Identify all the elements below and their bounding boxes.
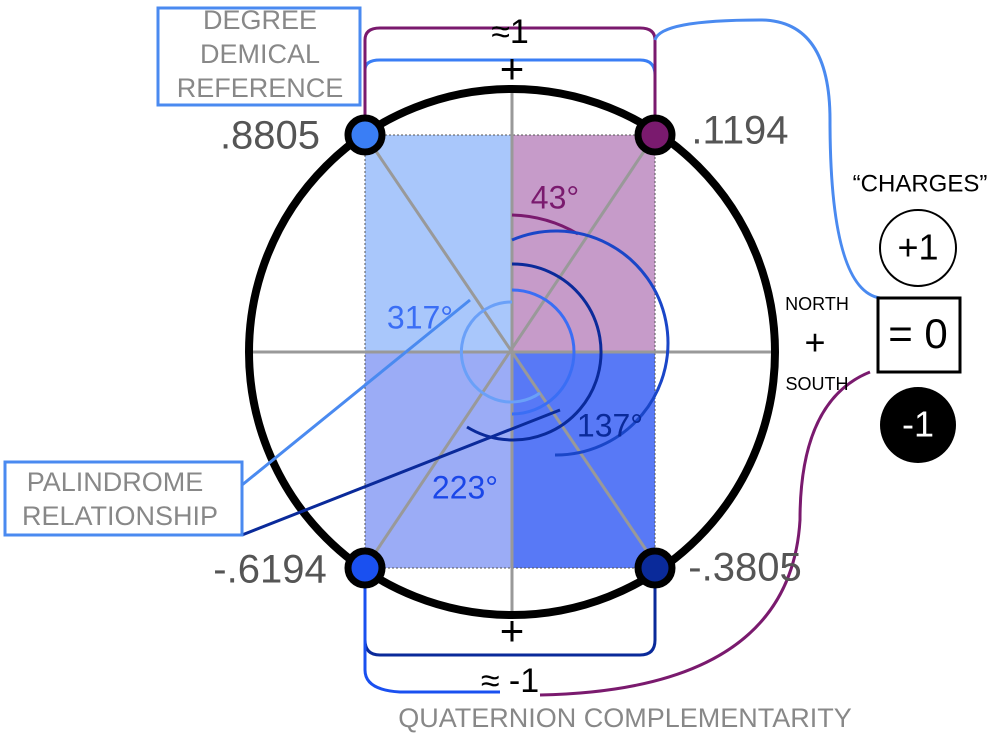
label: DEGREE xyxy=(203,5,317,35)
corner-value: -.6194 xyxy=(213,548,326,592)
plus: + xyxy=(804,322,825,363)
connectors xyxy=(241,18,881,697)
north: NORTH xyxy=(785,294,849,314)
main-circle xyxy=(245,85,779,619)
angle: 223° xyxy=(432,469,498,505)
angle-arcs xyxy=(459,213,670,457)
angle: 137° xyxy=(577,407,643,443)
sum-label: ≈1 xyxy=(491,13,529,51)
zero-box xyxy=(876,296,962,374)
charge: = 0 xyxy=(888,310,948,357)
node xyxy=(634,114,676,156)
sign: + xyxy=(500,45,525,92)
label: RELATIONSHIP xyxy=(22,501,218,531)
corner-value: -.3805 xyxy=(688,546,801,590)
node xyxy=(634,547,676,589)
node xyxy=(344,547,386,589)
label: DEMICAL xyxy=(200,39,320,69)
node xyxy=(344,114,386,156)
angle: 43° xyxy=(531,179,579,215)
charge: -1 xyxy=(902,404,934,445)
angle: 317° xyxy=(387,299,453,335)
footer: QUATERNION COMPLEMENTARITY xyxy=(398,703,852,733)
label: PALINDROME xyxy=(27,467,204,497)
reference-box xyxy=(156,6,362,107)
minus-charge xyxy=(880,387,956,463)
sum-label: ≈ -1 xyxy=(481,662,539,700)
corner-value: .8805 xyxy=(220,114,320,158)
plus-charge xyxy=(879,209,957,287)
south: SOUTH xyxy=(786,374,849,394)
charge: +1 xyxy=(897,227,938,268)
sign: + xyxy=(500,607,525,654)
palindrome-box xyxy=(3,460,244,537)
charges-title: “CHARGES” xyxy=(853,170,988,197)
label: REFERENCE xyxy=(177,73,344,103)
axes xyxy=(249,88,775,616)
corner-value: .1194 xyxy=(691,109,788,153)
